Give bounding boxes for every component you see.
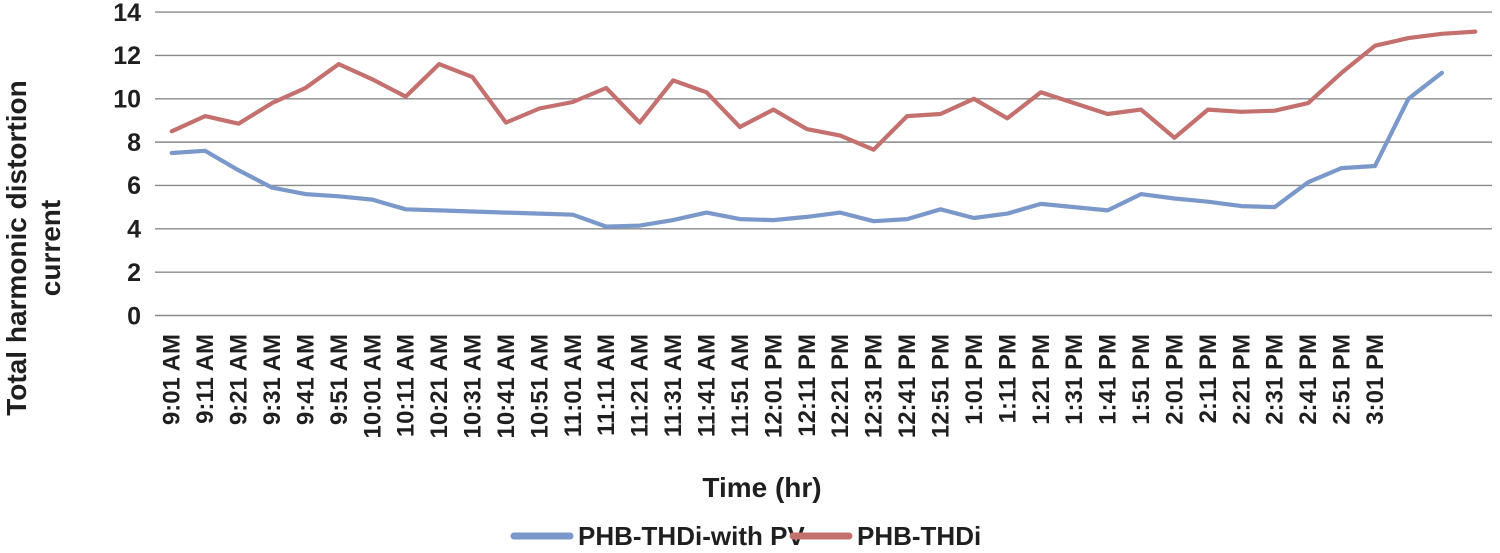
x-tick-label: 12:41 PM [894,334,921,438]
x-tick-label: 1:21 PM [1028,334,1055,425]
x-tick-label: 11:51 AM [727,334,754,437]
y-tick-label: 0 [127,302,141,330]
x-tick-label: 12:51 PM [927,334,954,438]
x-tick-label: 9:51 AM [326,334,353,425]
x-axis-title: Time (hr) [702,472,821,503]
y-axis-tick-labels: 0 2 4 6 8 10 12 14 [113,0,141,330]
x-tick-label: 10:11 AM [393,334,420,437]
gridlines [155,11,1492,317]
x-tick-label: 10:41 AM [493,334,520,438]
x-tick-label: 12:31 PM [861,334,888,438]
y-axis-title-line1: Total harmonic distortion [1,80,32,415]
x-tick-label: 11:31 AM [660,334,687,437]
x-tick-label: 12:21 PM [827,334,854,438]
x-tick-label: 3:01 PM [1362,334,1389,425]
series-line-phb-thdi [169,29,1478,152]
x-tick-label: 10:21 AM [426,334,453,438]
x-tick-label: 9:21 AM [226,334,253,425]
x-tick-label: 11:01 AM [560,334,587,437]
y-axis-title-line2: current [35,200,66,296]
series-lines [169,29,1478,229]
x-tick-label: 12:11 PM [794,334,821,437]
x-tick-label: 9:31 AM [259,334,286,425]
y-tick-label: 2 [127,259,141,287]
x-tick-label: 9:11 AM [192,334,219,424]
y-tick-label: 14 [113,0,141,27]
x-tick-label: 2:21 PM [1228,334,1255,425]
x-tick-label: 11:41 AM [694,334,721,437]
y-tick-label: 10 [113,86,141,114]
x-tick-label: 9:41 AM [292,334,319,425]
x-tick-label: 9:01 AM [159,334,186,425]
x-tick-label: 10:01 AM [359,334,386,438]
series-line-phb-thdi-with-pv [169,70,1444,229]
x-tick-label: 2:31 PM [1262,334,1289,425]
x-tick-label: 11:21 AM [627,334,654,437]
y-tick-label: 12 [113,42,141,70]
x-tick-label: 1:31 PM [1061,334,1088,425]
y-tick-label: 6 [127,172,141,200]
x-tick-label: 2:11 PM [1195,334,1222,423]
x-tick-label: 1:51 PM [1128,334,1155,425]
x-tick-label: 1:01 PM [961,334,988,425]
x-tick-label: 10:31 AM [460,334,487,438]
x-tick-label: 2:01 PM [1161,334,1188,425]
y-tick-label: 4 [127,216,141,244]
legend-label-phb-thdi: PHB-THDi [857,521,981,551]
x-tick-label: 11:11 AM [593,334,620,436]
legend-label-phb-thdi-with-pv: PHB-THDi-with PV [578,521,805,551]
legend: PHB-THDi-with PV PHB-THDi [510,521,981,551]
x-tick-label: 2:51 PM [1329,334,1356,425]
x-tick-label: 1:41 PM [1095,334,1122,425]
x-tick-label: 1:11 PM [994,334,1021,423]
x-tick-label: 2:41 PM [1295,334,1322,425]
x-tick-label: 10:51 AM [526,334,553,438]
x-axis-tick-labels: 9:01 AM 9:11 AM 9:21 AM 9:31 AM 9:41 AM 9:51 … [159,334,1389,438]
y-tick-label: 8 [127,129,141,157]
x-tick-label: 12:01 PM [760,334,787,438]
